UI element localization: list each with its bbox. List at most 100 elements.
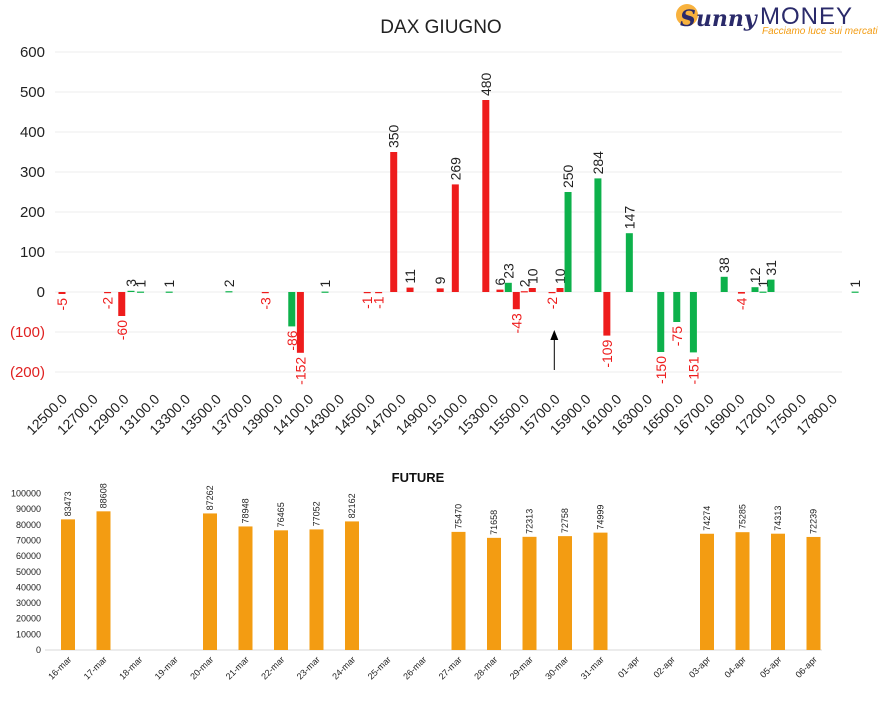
bar <box>58 292 66 294</box>
future-y-tick-label: 40000 <box>16 582 41 592</box>
data-label: -60 <box>114 320 130 340</box>
data-label: -2 <box>100 297 116 310</box>
bar <box>390 152 398 292</box>
data-label: -1 <box>371 296 387 309</box>
bar <box>548 292 556 294</box>
data-label: 23 <box>500 263 516 279</box>
data-label: -152 <box>292 357 308 385</box>
data-label: 3 <box>123 279 139 287</box>
data-label: 1 <box>755 280 771 288</box>
future-data-label: 72313 <box>525 509 535 534</box>
data-label: 480 <box>478 72 494 96</box>
data-label: 10 <box>552 268 568 284</box>
bar <box>225 291 233 293</box>
future-data-label: 72758 <box>560 508 570 533</box>
bar <box>496 289 504 292</box>
data-label: 350 <box>386 124 402 148</box>
bar <box>751 287 759 292</box>
data-label: 31 <box>763 260 779 276</box>
data-label: 2 <box>516 279 532 287</box>
future-x-tick-label: 04-apr <box>722 654 747 679</box>
data-label: 284 <box>590 151 606 175</box>
bar <box>556 288 564 292</box>
bar <box>564 192 572 292</box>
bar <box>104 292 112 294</box>
future-x-tick-label: 18-mar <box>117 654 144 681</box>
bar <box>851 291 859 293</box>
data-label: 1 <box>133 280 149 288</box>
data-label: 11 <box>402 269 418 284</box>
data-label: -1 <box>359 296 375 309</box>
future-data-label: 75470 <box>454 504 464 529</box>
bar <box>451 184 459 292</box>
bar <box>296 292 304 353</box>
data-label: -150 <box>653 356 669 384</box>
y-tick-label: 200 <box>20 204 45 221</box>
bar <box>436 288 444 292</box>
future-bar <box>558 536 572 650</box>
future-x-tick-label: 03-apr <box>687 654 712 679</box>
future-x-tick-label: 17-mar <box>82 654 109 681</box>
future-y-tick-label: 70000 <box>16 535 41 545</box>
future-data-label: 75285 <box>738 504 748 529</box>
y-tick-label: (100) <box>10 324 45 341</box>
data-label: 12 <box>747 267 763 283</box>
bar <box>504 282 512 292</box>
bar <box>375 292 383 294</box>
future-y-tick-label: 60000 <box>16 551 41 561</box>
data-label: 147 <box>621 206 637 230</box>
logo-tagline: Facciamo luce sui mercati <box>762 26 878 37</box>
future-x-tick-label: 27-mar <box>437 654 464 681</box>
future-data-label: 88608 <box>99 483 109 508</box>
bar <box>720 276 728 292</box>
future-y-tick-label: 80000 <box>16 520 41 530</box>
future-bar <box>203 513 217 650</box>
future-data-label: 71658 <box>489 510 499 535</box>
bar <box>288 292 296 327</box>
future-x-tick-label: 20-mar <box>188 654 215 681</box>
future-x-tick-label: 30-mar <box>543 654 570 681</box>
future-y-tick-label: 10000 <box>16 629 41 639</box>
y-tick-label: 400 <box>20 124 45 141</box>
data-label: -151 <box>685 356 701 384</box>
future-bar <box>61 519 75 650</box>
future-data-label: 76465 <box>276 502 286 527</box>
bar <box>625 233 633 292</box>
bar <box>767 279 775 292</box>
future-x-tick-label: 01-apr <box>616 654 641 679</box>
bar <box>528 288 536 292</box>
bar <box>594 178 602 292</box>
data-label: 1 <box>847 280 863 288</box>
future-data-label: 74313 <box>773 506 783 531</box>
future-bar <box>593 532 608 650</box>
future-bar <box>806 536 821 650</box>
future-bar <box>771 533 785 650</box>
future-data-label: 77052 <box>312 501 322 526</box>
future-data-label: 74999 <box>596 505 606 530</box>
data-label: -5 <box>54 298 70 311</box>
future-data-label: 78948 <box>241 498 251 523</box>
future-x-tick-label: 25-mar <box>366 654 393 681</box>
y-tick-label: 500 <box>20 84 45 101</box>
bar <box>689 292 697 353</box>
data-label: -75 <box>669 326 685 346</box>
future-y-tick-label: 50000 <box>16 567 41 577</box>
future-x-tick-label: 05-apr <box>758 654 783 679</box>
arrow-head-icon <box>550 330 559 340</box>
data-label: -2 <box>544 297 560 310</box>
future-x-tick-label: 19-mar <box>153 654 180 681</box>
data-label: 6 <box>492 278 508 286</box>
y-tick-label: (200) <box>10 364 45 381</box>
future-x-tick-label: 28-mar <box>472 654 499 681</box>
logo-money-text: MONEY <box>760 3 854 30</box>
future-x-tick-label: 23-mar <box>295 654 322 681</box>
future-data-label: 87262 <box>205 485 215 510</box>
chart-title: DAX GIUGNO <box>380 17 501 38</box>
future-x-tick-label: 29-mar <box>508 654 535 681</box>
bar <box>759 291 767 293</box>
data-label: -3 <box>257 297 273 310</box>
future-bar <box>274 530 288 650</box>
future-bar <box>735 532 750 650</box>
bar <box>512 292 520 310</box>
